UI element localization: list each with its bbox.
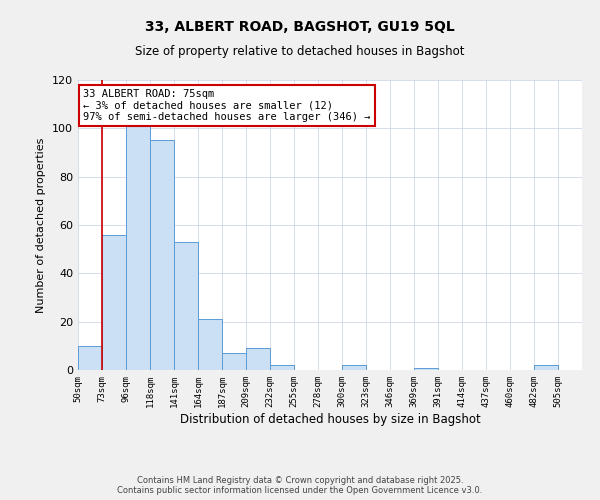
Bar <box>246 348 270 370</box>
Y-axis label: Number of detached properties: Number of detached properties <box>37 138 46 312</box>
Text: Contains HM Land Registry data © Crown copyright and database right 2025.
Contai: Contains HM Land Registry data © Crown c… <box>118 476 482 495</box>
Text: 33, ALBERT ROAD, BAGSHOT, GU19 5QL: 33, ALBERT ROAD, BAGSHOT, GU19 5QL <box>145 20 455 34</box>
X-axis label: Distribution of detached houses by size in Bagshot: Distribution of detached houses by size … <box>179 412 481 426</box>
Bar <box>222 353 246 370</box>
Text: Size of property relative to detached houses in Bagshot: Size of property relative to detached ho… <box>135 45 465 58</box>
Bar <box>342 365 366 370</box>
Bar <box>270 365 294 370</box>
Bar <box>150 140 174 370</box>
Bar <box>414 368 438 370</box>
Bar <box>78 346 102 370</box>
Bar <box>198 320 222 370</box>
Bar <box>102 234 126 370</box>
Bar <box>174 242 198 370</box>
Text: 33 ALBERT ROAD: 75sqm
← 3% of detached houses are smaller (12)
97% of semi-detac: 33 ALBERT ROAD: 75sqm ← 3% of detached h… <box>83 88 371 122</box>
Bar <box>534 365 558 370</box>
Bar <box>126 126 150 370</box>
